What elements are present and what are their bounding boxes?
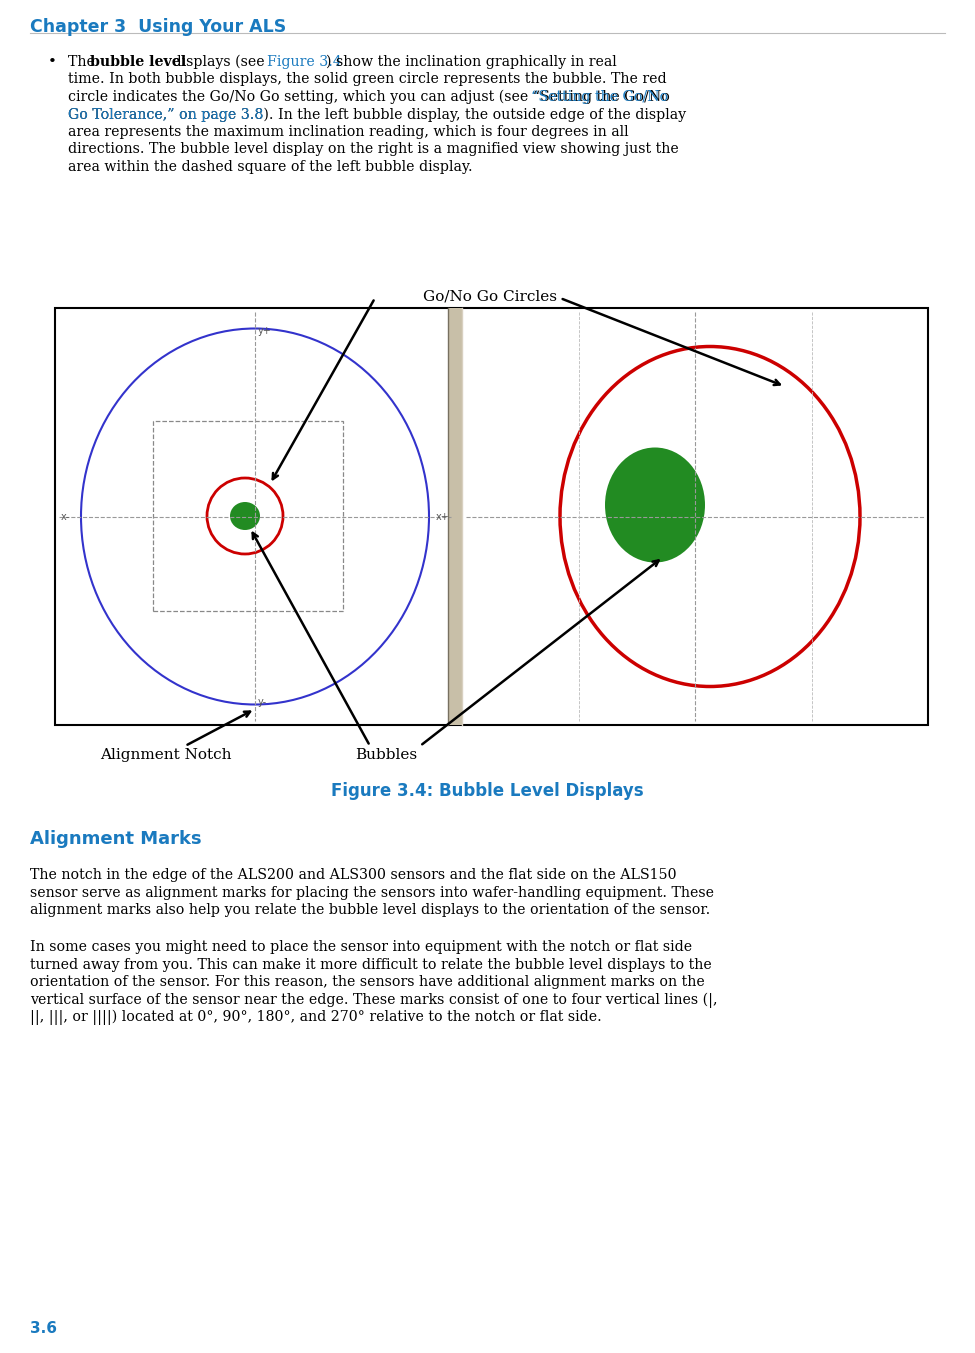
Text: The notch in the edge of the ALS200 and ALS300 sensors and the flat side on the : The notch in the edge of the ALS200 and …: [30, 869, 677, 882]
Text: displays (see: displays (see: [168, 55, 269, 69]
Text: Chapter 3  Using Your ALS: Chapter 3 Using Your ALS: [30, 18, 287, 37]
Text: The: The: [68, 55, 99, 69]
Text: y+: y+: [258, 326, 272, 336]
Text: Go Tolerance,” on page 3.8). In the left bubble display, the outside edge of the: Go Tolerance,” on page 3.8). In the left…: [68, 107, 686, 122]
Bar: [55, 308, 928, 725]
Text: time. In both bubble displays, the solid green circle represents the bubble. The: time. In both bubble displays, the solid…: [68, 73, 667, 87]
Text: bubble level: bubble level: [90, 55, 186, 69]
Text: 3.6: 3.6: [30, 1321, 57, 1335]
Text: ||, |||, or ||||) located at 0°, 90°, 180°, and 270° relative to the notch or fl: ||, |||, or ||||) located at 0°, 90°, 18…: [30, 1009, 602, 1026]
Text: Alignment Notch: Alignment Notch: [100, 748, 231, 762]
Text: Figure 3.4: Figure 3.4: [267, 55, 342, 69]
Text: alignment marks also help you relate the bubble level displays to the orientatio: alignment marks also help you relate the…: [30, 902, 710, 917]
Text: Go Tolerance,” on page 3.8: Go Tolerance,” on page 3.8: [68, 107, 263, 122]
Text: area represents the maximum inclination reading, which is four degrees in all: area represents the maximum inclination …: [68, 124, 629, 139]
Text: area within the dashed square of the left bubble display.: area within the dashed square of the lef…: [68, 160, 473, 175]
Text: turned away from you. This can make it more difficult to relate the bubble level: turned away from you. This can make it m…: [30, 958, 712, 971]
Bar: [448, 308, 462, 725]
Text: In some cases you might need to place the sensor into equipment with the notch o: In some cases you might need to place th…: [30, 940, 692, 954]
Text: •: •: [48, 55, 57, 69]
Text: Figure 3.4: Bubble Level Displays: Figure 3.4: Bubble Level Displays: [331, 782, 644, 800]
Text: Alignment Marks: Alignment Marks: [30, 829, 202, 848]
Text: Go/No Go Circles: Go/No Go Circles: [423, 290, 557, 304]
Ellipse shape: [230, 502, 260, 530]
Text: Bubbles: Bubbles: [355, 748, 417, 762]
Ellipse shape: [605, 448, 705, 563]
Text: “Setting the Go/No: “Setting the Go/No: [531, 91, 668, 104]
Bar: [153, 421, 343, 612]
Text: ) show the inclination graphically in real: ) show the inclination graphically in re…: [326, 55, 617, 69]
Text: vertical surface of the sensor near the edge. These marks consist of one to four: vertical surface of the sensor near the …: [30, 993, 718, 1008]
Text: directions. The bubble level display on the right is a magnified view showing ju: directions. The bubble level display on …: [68, 142, 679, 157]
Text: x-: x-: [61, 513, 70, 522]
Text: y-: y-: [258, 697, 267, 708]
Text: sensor serve as alignment marks for placing the sensors into wafer-handling equi: sensor serve as alignment marks for plac…: [30, 885, 714, 900]
Text: orientation of the sensor. For this reason, the sensors have additional alignmen: orientation of the sensor. For this reas…: [30, 976, 705, 989]
Text: circle indicates the Go/No Go setting, which you can adjust (see “Setting the Go: circle indicates the Go/No Go setting, w…: [68, 91, 670, 104]
Text: x+: x+: [435, 513, 449, 522]
